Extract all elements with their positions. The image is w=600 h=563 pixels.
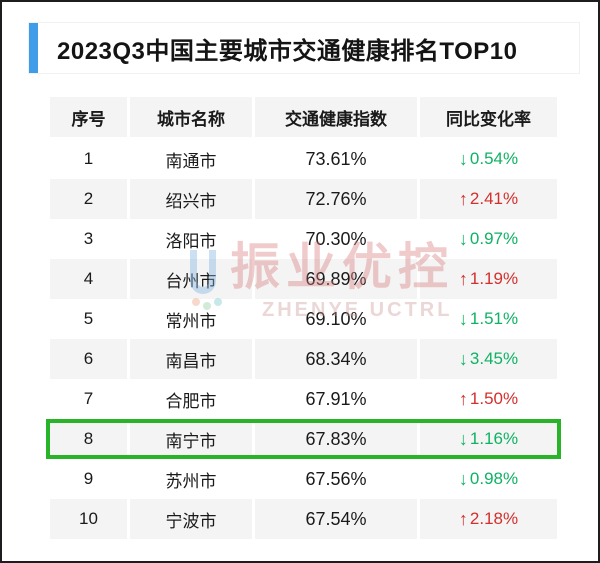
down-arrow-icon: ↓ [458, 309, 468, 329]
index-cell: 67.83% [255, 423, 417, 455]
down-arrow-icon: ↓ [458, 149, 468, 169]
change-value: 1.50% [469, 389, 519, 408]
up-arrow-icon: ↑ [458, 509, 468, 529]
table-body: 1 南通市 73.61% ↓ 0.54% 2 绍兴市 72.76% ↑ 2.41% 3 洛阳市 70.3… [46, 139, 561, 539]
down-arrow-icon: ↓ [458, 469, 468, 489]
city-cell: 南通市 [165, 151, 217, 171]
index-cell: 72.76% [255, 179, 417, 219]
table-row-rank-5: 5 常州市 69.10% ↓ 1.51% [50, 299, 557, 339]
down-arrow-icon: ↓ [458, 229, 468, 249]
change-value: 0.97% [469, 229, 519, 248]
city-cell: 苏州市 [165, 471, 217, 491]
down-arrow-icon: ↓ [458, 429, 468, 449]
rank-cell: 6 [50, 339, 127, 379]
title-accent-bar [29, 23, 38, 73]
rank-cell: 4 [50, 259, 127, 299]
rank-cell: 7 [83, 389, 94, 408]
change-value: 2.18% [469, 509, 519, 528]
change-cell: ↓ 0.98% [420, 459, 557, 499]
rank-cell: 1 [83, 149, 94, 168]
city-cell: 洛阳市 [165, 231, 217, 251]
change-value: 3.45% [469, 349, 519, 368]
city-cell: 合肥市 [165, 391, 217, 411]
up-arrow-icon: ↑ [458, 269, 468, 289]
city-cell: 宁波市 [130, 499, 252, 539]
rank-cell: 2 [50, 179, 127, 219]
change-value: 1.19% [469, 269, 519, 288]
index-cell: 67.56% [305, 468, 367, 489]
down-arrow-icon: ↓ [458, 349, 468, 369]
city-cell: 南宁市 [130, 423, 252, 455]
rank-cell: 5 [83, 309, 94, 328]
table-row-rank-3: 3 洛阳市 70.30% ↓ 0.97% [50, 219, 557, 259]
city-cell: 常州市 [165, 311, 217, 331]
table-row-rank-10: 10 宁波市 67.54% ↑ 2.18% [50, 499, 557, 539]
table-header-row: 序号 城市名称 交通健康指数 同比变化率 [50, 97, 557, 137]
change-cell: ↓ 3.45% [420, 339, 557, 379]
change-cell: ↑ 2.41% [420, 179, 557, 219]
change-value: 2.41% [469, 189, 519, 208]
index-cell: 73.61% [305, 148, 367, 169]
change-cell: ↑ 1.50% [420, 379, 557, 419]
up-arrow-icon: ↑ [458, 389, 468, 409]
change-value: 0.54% [469, 149, 519, 168]
title-bar: 2023Q3中国主要城市交通健康排名TOP10 [28, 22, 580, 74]
city-cell: 绍兴市 [130, 179, 252, 219]
index-cell: 68.34% [255, 339, 417, 379]
change-cell: ↑ 1.19% [420, 259, 557, 299]
index-cell: 67.91% [305, 388, 367, 409]
change-cell: ↓ 1.16% [420, 423, 557, 455]
up-arrow-icon: ↑ [458, 189, 468, 209]
table-row-rank-2: 2 绍兴市 72.76% ↑ 2.41% [50, 179, 557, 219]
table-row-rank-9: 9 苏州市 67.56% ↓ 0.98% [50, 459, 557, 499]
table-row-rank-6: 6 南昌市 68.34% ↓ 3.45% [50, 339, 557, 379]
ranking-table: 序号 城市名称 交通健康指数 同比变化率 1 南通市 73.61% ↓ 0.54% 2 绍兴市 72… [46, 97, 561, 539]
rank-cell: 8 [50, 423, 127, 455]
index-cell: 70.30% [305, 228, 367, 249]
change-value: 0.98% [469, 469, 519, 488]
table-row-rank-4: 4 台州市 69.89% ↑ 1.19% [50, 259, 557, 299]
table-row-rank-1: 1 南通市 73.61% ↓ 0.54% [50, 139, 557, 179]
change-cell: ↓ 0.97% [420, 219, 557, 259]
change-value: 1.51% [469, 309, 519, 328]
city-cell: 南昌市 [130, 339, 252, 379]
rank-cell: 3 [83, 229, 94, 248]
table-row-rank-7: 7 合肥市 67.91% ↑ 1.50% [50, 379, 557, 419]
index-cell: 67.54% [255, 499, 417, 539]
table-row-rank-8: 8 南宁市 67.83% ↓ 1.16% [46, 419, 561, 459]
index-cell: 69.89% [255, 259, 417, 299]
column-header-2: 交通健康指数 [255, 97, 417, 137]
rank-cell: 10 [50, 499, 127, 539]
page-title: 2023Q3中国主要城市交通健康排名TOP10 [57, 37, 518, 65]
change-value: 1.16% [469, 429, 519, 448]
city-cell: 台州市 [130, 259, 252, 299]
change-cell: ↑ 2.18% [420, 499, 557, 539]
change-cell: ↓ 0.54% [420, 139, 557, 179]
index-cell: 69.10% [305, 308, 367, 329]
column-header-0: 序号 [50, 97, 127, 137]
column-header-3: 同比变化率 [420, 97, 557, 137]
column-header-1: 城市名称 [130, 97, 252, 137]
change-cell: ↓ 1.51% [420, 299, 557, 339]
rank-cell: 9 [83, 469, 94, 488]
